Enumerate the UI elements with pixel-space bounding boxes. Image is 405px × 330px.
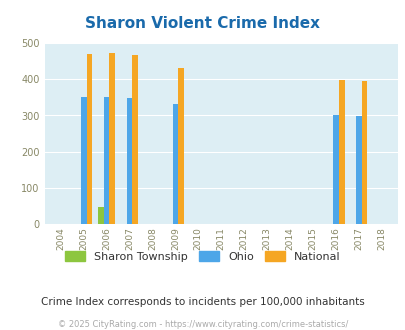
Bar — [86, 54, 92, 224]
Bar — [338, 80, 344, 224]
Text: © 2025 CityRating.com - https://www.cityrating.com/crime-statistics/: © 2025 CityRating.com - https://www.city… — [58, 319, 347, 329]
Bar — [81, 97, 86, 224]
Bar — [332, 115, 338, 224]
Bar — [109, 53, 115, 224]
Legend: Sharon Township, Ohio, National: Sharon Township, Ohio, National — [61, 247, 344, 267]
Bar — [355, 116, 361, 224]
Bar — [361, 82, 367, 224]
Text: Crime Index corresponds to incidents per 100,000 inhabitants: Crime Index corresponds to incidents per… — [41, 297, 364, 307]
Text: Sharon Violent Crime Index: Sharon Violent Crime Index — [85, 16, 320, 31]
Bar — [126, 98, 132, 224]
Bar — [132, 55, 138, 224]
Bar — [103, 97, 109, 224]
Bar — [98, 207, 103, 224]
Bar — [178, 68, 183, 224]
Bar — [172, 104, 178, 224]
